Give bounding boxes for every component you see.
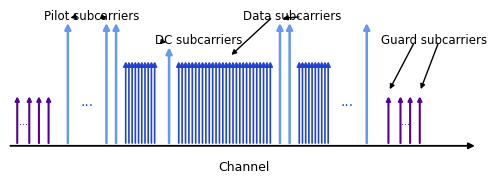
Text: Data subcarriers: Data subcarriers bbox=[243, 10, 341, 23]
Text: ...: ... bbox=[341, 95, 354, 109]
Text: ...: ... bbox=[18, 117, 28, 127]
Text: ...: ... bbox=[80, 95, 94, 109]
Text: Guard subcarriers: Guard subcarriers bbox=[381, 34, 488, 47]
Text: ...: ... bbox=[401, 117, 410, 127]
Text: Pilot subcarriers: Pilot subcarriers bbox=[44, 10, 140, 23]
Text: Channel: Channel bbox=[218, 161, 270, 174]
Text: DC subcarriers: DC subcarriers bbox=[154, 34, 242, 47]
